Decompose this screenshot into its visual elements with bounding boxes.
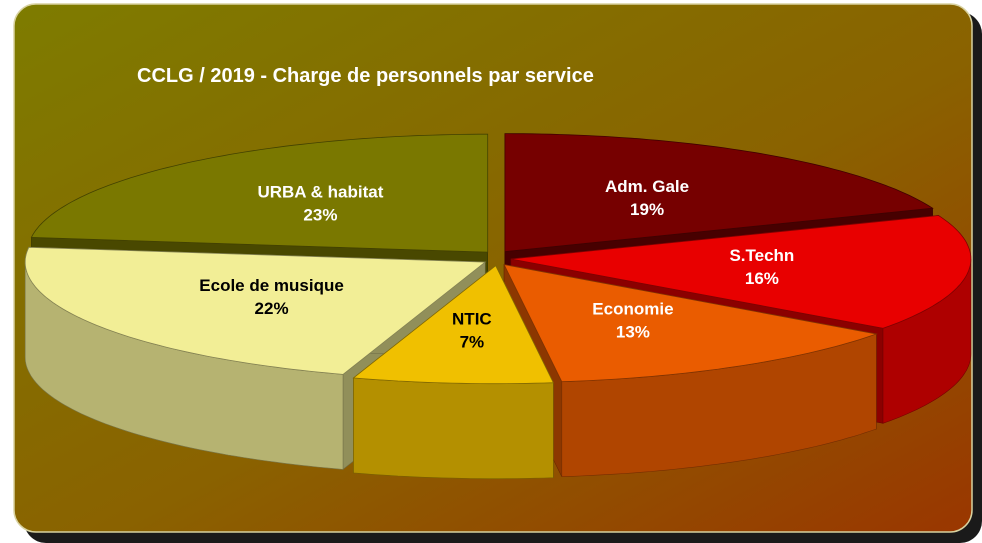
slice-wall xyxy=(353,377,554,479)
slice-label: Economie xyxy=(592,299,673,318)
slice-value-label: 7% xyxy=(460,332,485,351)
pie-slice xyxy=(30,133,489,253)
slice-label: Adm. Gale xyxy=(605,177,689,196)
slice-label: Ecole de musique xyxy=(199,276,344,295)
slice-value-label: 19% xyxy=(630,200,664,219)
pie-slice xyxy=(352,265,554,385)
slice-value-label: 16% xyxy=(745,269,779,288)
slice-value-label: 22% xyxy=(255,299,289,318)
slice-label: S.Techn xyxy=(729,246,794,265)
slice-value-label: 23% xyxy=(303,206,337,225)
pie-slice xyxy=(510,215,972,329)
slice-value-label: 13% xyxy=(616,322,650,341)
slice-label: URBA & habitat xyxy=(257,183,383,202)
pie-slice xyxy=(503,264,878,383)
chart-title: CCLG / 2019 - Charge de personnels par s… xyxy=(137,65,594,87)
slice-label: NTIC xyxy=(452,309,492,328)
pie: Adm. Gale 19% S.Techn 16% Economie 13% NTIC 7% E… xyxy=(24,133,972,479)
pie-slice xyxy=(24,246,487,375)
pie-slice xyxy=(504,133,934,253)
